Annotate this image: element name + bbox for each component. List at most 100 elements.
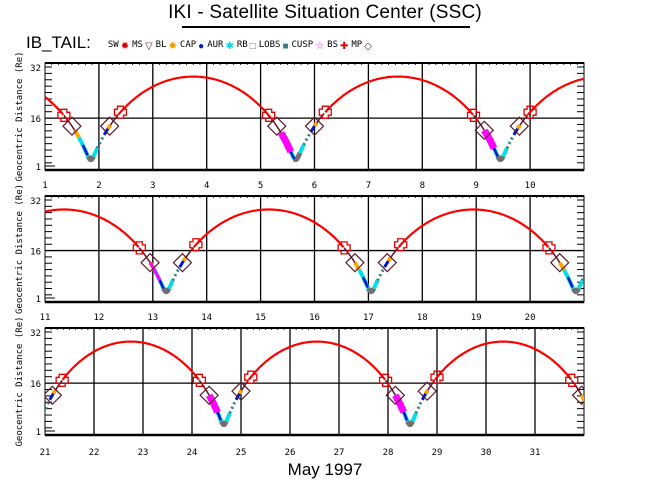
- aur-segment: [309, 125, 316, 133]
- x-tick-label: 3: [150, 181, 155, 191]
- x-tick-label: 23: [138, 448, 149, 458]
- rb-segment: [599, 413, 602, 421]
- x-tick-label: 25: [236, 448, 247, 458]
- cap-segment: [424, 389, 430, 395]
- y-axis-label: Geocentric Distance (Re): [15, 184, 25, 314]
- legend-label-lobs: LOBS: [258, 40, 281, 50]
- mp-crossing-marker: [385, 385, 406, 406]
- cusp-segment: [414, 399, 424, 414]
- lobs-square-icon: ■: [282, 41, 289, 52]
- sw-sun-icon: ✹: [120, 41, 130, 52]
- rb-segment: [167, 279, 175, 290]
- x-tick-label: 10: [525, 181, 536, 191]
- bs-crossing-marker: [378, 373, 393, 387]
- mp-diamond-icon: ◇: [364, 41, 372, 52]
- x-tick-label: 21: [40, 448, 51, 458]
- legend-label-cap: CAP: [179, 40, 197, 50]
- cusp-segment: [505, 134, 516, 150]
- x-tick-label: 15: [255, 313, 266, 323]
- rb-segment: [27, 403, 35, 422]
- legend-label-rb: RB: [236, 40, 248, 50]
- cap-segment: [106, 124, 112, 130]
- legend-label-mp: MP: [351, 40, 363, 50]
- rb-segment: [410, 412, 418, 423]
- aur-segment: [609, 394, 612, 400]
- y-tick-label: 32: [30, 64, 41, 74]
- x-tick-label: 2: [96, 181, 101, 191]
- x-tick-label: 28: [383, 448, 394, 458]
- rb-segment: [371, 279, 380, 290]
- mp-crossing-marker: [345, 252, 365, 273]
- cap-segment: [181, 256, 188, 263]
- lobs-segment: [405, 420, 415, 428]
- orbit-track: [45, 75, 584, 163]
- mp-crossing-marker: [304, 116, 325, 136]
- lobs-segment: [85, 155, 96, 163]
- x-tick-label: 14: [201, 313, 212, 323]
- mp-crossing-marker: [172, 252, 193, 273]
- y-tick-label: 32: [30, 329, 41, 339]
- x-tick-label: 8: [420, 181, 425, 191]
- x-tick-label: 1: [42, 181, 47, 191]
- x-tick-label: 18: [417, 313, 428, 323]
- bs-crossing-marker: [466, 108, 481, 122]
- cusp-segment: [171, 266, 182, 282]
- aur-segment: [589, 410, 594, 422]
- x-tick-label: 26: [285, 448, 296, 458]
- orbit-track: [27, 340, 612, 428]
- mp-crossing-marker: [474, 120, 495, 141]
- legend: IB_TAIL: SW ✹ MS ▽ BL ✹ CAP ● AUR ✱ RB □ LOBS ■ CUSP ☆ B…: [26, 31, 372, 53]
- ms-track-segment: [45, 95, 65, 116]
- aur-segment: [361, 276, 369, 288]
- lobs-segment: [35, 421, 40, 424]
- bl-segment: [389, 247, 399, 259]
- legend-label-bl: BL: [155, 40, 167, 50]
- aur-segment: [178, 260, 185, 268]
- panel-3: 21 22 23 24 25 26 27 28 29 30 31 1 16 32 Geocentric Di…: [15, 316, 612, 458]
- legend-label-sw: SW: [107, 40, 119, 50]
- rb-segment: [224, 412, 232, 423]
- mp-crossing-marker: [199, 385, 219, 406]
- bl-segment: [548, 247, 561, 264]
- x-tick-label: 5: [258, 181, 263, 191]
- legend-label-bs: BS: [327, 40, 338, 50]
- rb-segment: [45, 413, 46, 415]
- mp-crossing-marker: [140, 252, 160, 273]
- mp-crossing-marker: [231, 381, 251, 401]
- x-tick-label: 17: [363, 313, 374, 323]
- aur-segment: [383, 260, 390, 268]
- bs-crossing-marker: [542, 241, 556, 255]
- x-tick-label: 7: [366, 181, 371, 191]
- aur-segment: [30, 410, 34, 420]
- bl-segment: [595, 248, 603, 258]
- ms-track-segment: [45, 208, 140, 248]
- x-tick-label: 6: [312, 181, 317, 191]
- bs-crossing-marker: [244, 370, 258, 384]
- cap-segment: [516, 124, 522, 130]
- cusp-blob: [392, 393, 407, 414]
- mp-crossing-marker: [45, 385, 63, 406]
- bs-crossing-marker: [430, 370, 444, 384]
- mp-crossing-marker: [62, 116, 82, 136]
- cap-dot-icon: ●: [198, 41, 205, 52]
- rb-segment: [583, 403, 584, 405]
- x-tick-label: 30: [481, 448, 492, 458]
- cap-segment: [386, 256, 393, 263]
- x-tick-label: 16: [309, 313, 320, 323]
- x-tick-label: 19: [471, 313, 482, 323]
- y-tick-label: 1: [36, 295, 41, 305]
- x-tick-label: 11: [40, 313, 51, 323]
- cap-segment: [312, 121, 319, 128]
- y-tick-label: 1: [36, 163, 41, 173]
- lobs-segment: [571, 287, 581, 295]
- mp-crossing-marker: [266, 116, 287, 136]
- aur-segment: [48, 392, 55, 401]
- legend-label-cusp: CUSP: [291, 40, 314, 50]
- bl-segment: [571, 379, 583, 396]
- cusp-blob: [148, 261, 162, 282]
- bl-segment: [519, 114, 529, 126]
- bl-segment: [63, 114, 76, 131]
- lobs-segment: [292, 152, 303, 163]
- ms-track-segment: [324, 75, 474, 116]
